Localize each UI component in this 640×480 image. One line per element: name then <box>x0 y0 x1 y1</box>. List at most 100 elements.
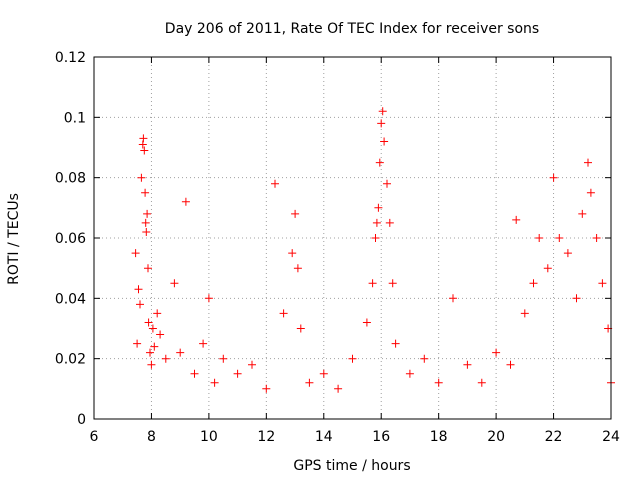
data-point <box>512 215 521 224</box>
data-point <box>598 279 607 288</box>
data-point <box>506 360 515 369</box>
data-point <box>477 378 486 387</box>
data-point <box>134 285 143 294</box>
data-point <box>555 234 564 242</box>
data-point <box>137 173 146 182</box>
data-point <box>248 360 256 369</box>
data-point <box>362 318 371 327</box>
x-tick-label: 14 <box>315 429 333 445</box>
data-point <box>334 384 343 393</box>
x-axis-label: GPS time / hours <box>293 458 410 474</box>
data-point <box>291 209 300 218</box>
y-tick-label: 0.06 <box>55 231 86 247</box>
y-tick-label: 0.12 <box>55 50 86 66</box>
data-point <box>572 294 581 303</box>
data-point <box>210 378 219 387</box>
data-point <box>144 264 152 273</box>
data-point <box>138 140 147 149</box>
data-point <box>279 309 288 318</box>
y-tick-label: 0.02 <box>55 352 86 368</box>
data-point <box>578 209 587 218</box>
data-point <box>371 234 380 242</box>
y-tick-label: 0.08 <box>55 171 86 187</box>
x-tick-label: 16 <box>372 429 390 445</box>
data-point <box>271 179 279 188</box>
data-point <box>161 354 170 363</box>
data-point <box>549 173 558 182</box>
data-point <box>139 134 148 143</box>
data-point <box>199 339 208 348</box>
data-point <box>190 369 199 378</box>
data-point <box>377 119 386 128</box>
data-point <box>463 360 472 369</box>
x-tick-label: 20 <box>487 429 505 445</box>
data-point <box>434 378 443 387</box>
plot-frame <box>93 56 612 420</box>
data-point <box>319 369 328 378</box>
data-point <box>305 378 314 387</box>
x-tick-label: 22 <box>545 429 563 445</box>
data-point <box>520 309 529 318</box>
data-point <box>375 158 384 167</box>
grid <box>94 57 611 419</box>
data-point <box>372 218 381 227</box>
data-point <box>368 279 377 288</box>
data-point <box>170 279 179 288</box>
x-tick-label: 18 <box>430 429 448 445</box>
data-point <box>181 197 190 206</box>
data-point <box>584 158 592 167</box>
data-point <box>385 218 394 227</box>
data-point <box>262 384 271 393</box>
data-point <box>142 228 151 236</box>
y-tick-label: 0 <box>77 412 86 428</box>
data-point <box>140 146 149 155</box>
data-point <box>388 279 397 288</box>
data-point <box>133 339 142 348</box>
chart-title: Day 206 of 2011, Rate Of TEC Index for r… <box>165 21 539 37</box>
data-point <box>143 209 152 218</box>
data-point <box>374 203 383 212</box>
y-axis-label: ROTI / TECUs <box>6 193 22 285</box>
data-point <box>148 324 157 333</box>
data-point <box>219 354 228 363</box>
data-point <box>131 249 140 258</box>
data-point <box>592 234 601 242</box>
data-point <box>293 264 302 273</box>
data-point <box>563 249 572 258</box>
data-points <box>131 107 615 393</box>
x-tick-label: 8 <box>147 429 156 445</box>
y-tick-label: 0.04 <box>55 291 86 307</box>
data-point <box>296 324 305 333</box>
data-point <box>449 294 457 303</box>
data-point <box>529 279 538 288</box>
x-tick-label: 6 <box>90 429 99 445</box>
x-tick-label: 10 <box>200 429 218 445</box>
data-point <box>146 348 154 357</box>
data-point <box>233 369 242 378</box>
data-point <box>420 354 429 363</box>
x-tick-label: 24 <box>602 429 620 445</box>
data-point <box>147 360 156 369</box>
data-point <box>141 188 150 197</box>
data-point <box>348 354 357 363</box>
data-point <box>144 318 153 327</box>
data-point <box>391 339 400 348</box>
data-point <box>535 234 544 242</box>
data-point <box>176 348 185 357</box>
data-point <box>204 294 213 303</box>
axis-ticks: 6 8 10 12 14 16 18 20 22 24 0 0.02 0.04 0.06 0.08 0.1 0.… <box>55 50 620 445</box>
data-point <box>543 264 552 273</box>
data-point <box>405 369 414 378</box>
data-point <box>153 309 162 318</box>
data-point <box>380 137 389 146</box>
data-point <box>378 107 387 116</box>
data-point <box>383 179 391 188</box>
data-point <box>156 330 165 339</box>
data-point <box>150 342 159 351</box>
y-tick-label: 0.1 <box>64 110 86 126</box>
data-point <box>136 300 144 309</box>
data-point <box>141 218 150 227</box>
data-point <box>492 348 501 357</box>
data-point <box>586 188 595 197</box>
